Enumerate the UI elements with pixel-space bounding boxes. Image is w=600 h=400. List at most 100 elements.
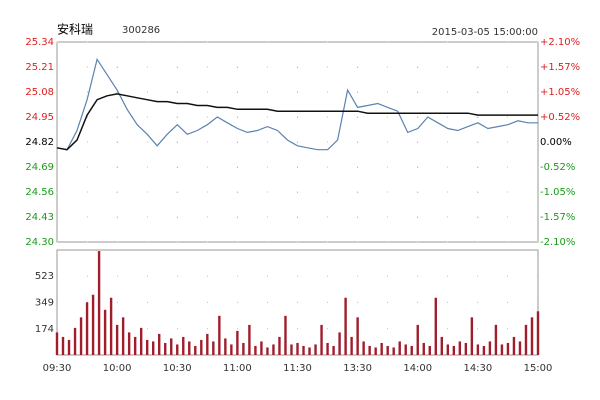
volume-bar: [362, 341, 365, 355]
volume-bar: [536, 311, 540, 355]
volume-bar: [368, 345, 371, 355]
volume-bar: [79, 317, 83, 355]
volume-bar: [524, 324, 528, 355]
price-line: [56, 93, 538, 151]
volume-bar: [200, 339, 203, 355]
x-tick-label: 15:00: [524, 363, 553, 374]
y2-tick-label: +0.52%: [540, 112, 580, 123]
volume-bar: [182, 336, 185, 355]
volume-bar: [170, 338, 173, 355]
volume-bar: [61, 336, 65, 355]
volume-bar: [242, 342, 245, 355]
volume-bar: [308, 347, 311, 355]
volume-bar: [434, 297, 437, 355]
volume-bar: [494, 324, 498, 355]
volume-bar: [254, 345, 257, 355]
y2-tick-label: +2.10%: [540, 37, 580, 48]
stock-code: 300286: [122, 25, 160, 36]
volume-bar: [206, 333, 209, 355]
volume-bar: [67, 339, 71, 355]
stock-name: 安科瑞: [57, 22, 93, 37]
volume-bar: [422, 342, 425, 355]
x-tick-label: 14:30: [463, 363, 492, 374]
volume-bar: [380, 342, 383, 355]
volume-bar: [512, 336, 516, 355]
y-tick-label: 24.69: [25, 162, 54, 173]
y2-tick-label: -1.57%: [540, 212, 575, 223]
x-tick-label: 13:30: [343, 363, 372, 374]
volume-bar: [404, 344, 407, 355]
volume-bar: [139, 327, 143, 355]
x-tick-label: 10:30: [163, 363, 192, 374]
volume-bar: [344, 297, 347, 355]
volume-bar: [386, 345, 389, 355]
y-tick-label: 349: [35, 297, 54, 308]
volume-bar: [332, 345, 335, 355]
volume-bar: [326, 342, 329, 355]
y2-tick-label: -0.52%: [540, 162, 575, 173]
volume-bar: [458, 341, 462, 355]
volume-bar: [482, 345, 486, 355]
y-tick-label: 24.56: [25, 187, 54, 198]
y-tick-label: 24.30: [25, 237, 54, 248]
price-line: [56, 57, 538, 151]
volume-bar: [356, 317, 359, 355]
y2-tick-label: +1.57%: [540, 62, 580, 73]
y-tick-label: 24.43: [25, 212, 54, 223]
timestamp: 2015-03-05 15:00:00: [432, 27, 538, 38]
volume-bar: [464, 342, 468, 355]
volume-bar: [350, 336, 353, 355]
volume-bar: [194, 345, 197, 355]
volume-bar: [188, 341, 191, 355]
volume-bar: [518, 341, 522, 355]
volume-bar: [398, 341, 401, 355]
volume-bar: [133, 336, 137, 355]
volume-bar: [272, 344, 275, 355]
volume-bar: [374, 347, 377, 355]
volume-bar: [176, 344, 179, 355]
volume-bar: [152, 341, 155, 355]
y-tick-label: 25.34: [25, 37, 54, 48]
volume-bar: [55, 332, 59, 355]
volume-bar: [296, 342, 299, 355]
x-tick-label: 11:00: [223, 363, 252, 374]
volume-bar: [109, 297, 113, 355]
volume-bar: [260, 341, 263, 355]
y-tick-label: 523: [35, 271, 54, 282]
volume-bar: [446, 344, 450, 355]
volume-bar: [121, 317, 125, 355]
volume-bar: [320, 324, 323, 355]
x-tick-label: 14:00: [403, 363, 432, 374]
volume-bar: [266, 347, 269, 355]
volume-bar: [284, 315, 287, 355]
x-tick-label: 09:30: [43, 363, 72, 374]
x-tick-label: 10:00: [103, 363, 132, 374]
volume-bar: [500, 344, 504, 355]
volume-bar: [236, 330, 239, 355]
volume-bar: [103, 309, 107, 355]
volume-bar: [302, 345, 305, 355]
y2-tick-label: +1.05%: [540, 87, 580, 98]
volume-bar: [97, 251, 101, 355]
volume-bar: [164, 342, 167, 355]
volume-bar: [218, 315, 221, 355]
y-tick-label: 174: [35, 324, 54, 335]
volume-bar: [248, 324, 251, 355]
volume-bar: [115, 324, 119, 355]
volume-bar: [85, 302, 89, 355]
y-tick-label: 25.08: [25, 87, 54, 98]
volume-bar: [158, 333, 161, 355]
volume-bar: [392, 347, 395, 355]
volume-bar: [410, 345, 413, 355]
volume-bar: [290, 344, 293, 355]
y2-tick-label: -2.10%: [540, 237, 575, 248]
volume-bar: [488, 341, 492, 355]
y2-tick-label: 0.00%: [540, 137, 572, 148]
volume-bar: [452, 345, 456, 355]
volume-bar: [428, 345, 431, 355]
volume-bar: [127, 332, 131, 355]
volume-bar: [145, 339, 149, 355]
volume-bar: [506, 342, 510, 355]
volume-bar: [91, 294, 95, 355]
